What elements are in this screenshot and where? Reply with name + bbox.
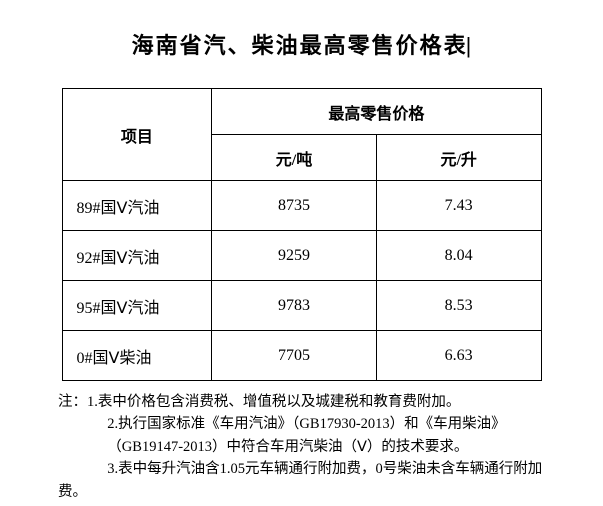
price-table: 项目 最高零售价格 元/吨 元/升 89#国Ⅴ汽油 8735 7.43 92#国… (62, 88, 542, 381)
table-row-perton: 9259 (212, 231, 377, 281)
table-row-perliter: 8.53 (376, 281, 541, 331)
notes-section: 注：1.表中价格包含消费税、增值税以及城建税和教育费附加。 2.执行国家标准《车… (50, 391, 553, 503)
table-row-name: 89#国Ⅴ汽油 (62, 181, 212, 231)
table-row-name: 95#国Ⅴ汽油 (62, 281, 212, 331)
header-price-group: 最高零售价格 (212, 89, 541, 135)
note-line: 3.表中每升汽油含1.05元车辆通行附加费，0号柴油未含车辆通行附加 (58, 458, 543, 480)
table-row-perton: 7705 (212, 331, 377, 381)
table-row-perliter: 7.43 (376, 181, 541, 231)
note-line: （GB19147-2013）中符合车用汽柴油（Ⅴ）的技术要求。 (58, 436, 543, 458)
table-row-perliter: 6.63 (376, 331, 541, 381)
table-row-perliter: 8.04 (376, 231, 541, 281)
header-per-liter: 元/升 (376, 135, 541, 181)
table-row-perton: 9783 (212, 281, 377, 331)
table-row-perton: 8735 (212, 181, 377, 231)
note-line: 注：1.表中价格包含消费税、增值税以及城建税和教育费附加。 (58, 391, 543, 413)
note-line: 2.执行国家标准《车用汽油》（GB17930-2013）和《车用柴油》 (58, 413, 543, 435)
header-per-ton: 元/吨 (212, 135, 377, 181)
page-title: 海南省汽、柴油最高零售价格表 (50, 28, 553, 60)
note-line: 费。 (58, 481, 543, 503)
header-item: 项目 (62, 89, 212, 181)
table-row-name: 92#国Ⅴ汽油 (62, 231, 212, 281)
table-row-name: 0#国Ⅴ柴油 (62, 331, 212, 381)
